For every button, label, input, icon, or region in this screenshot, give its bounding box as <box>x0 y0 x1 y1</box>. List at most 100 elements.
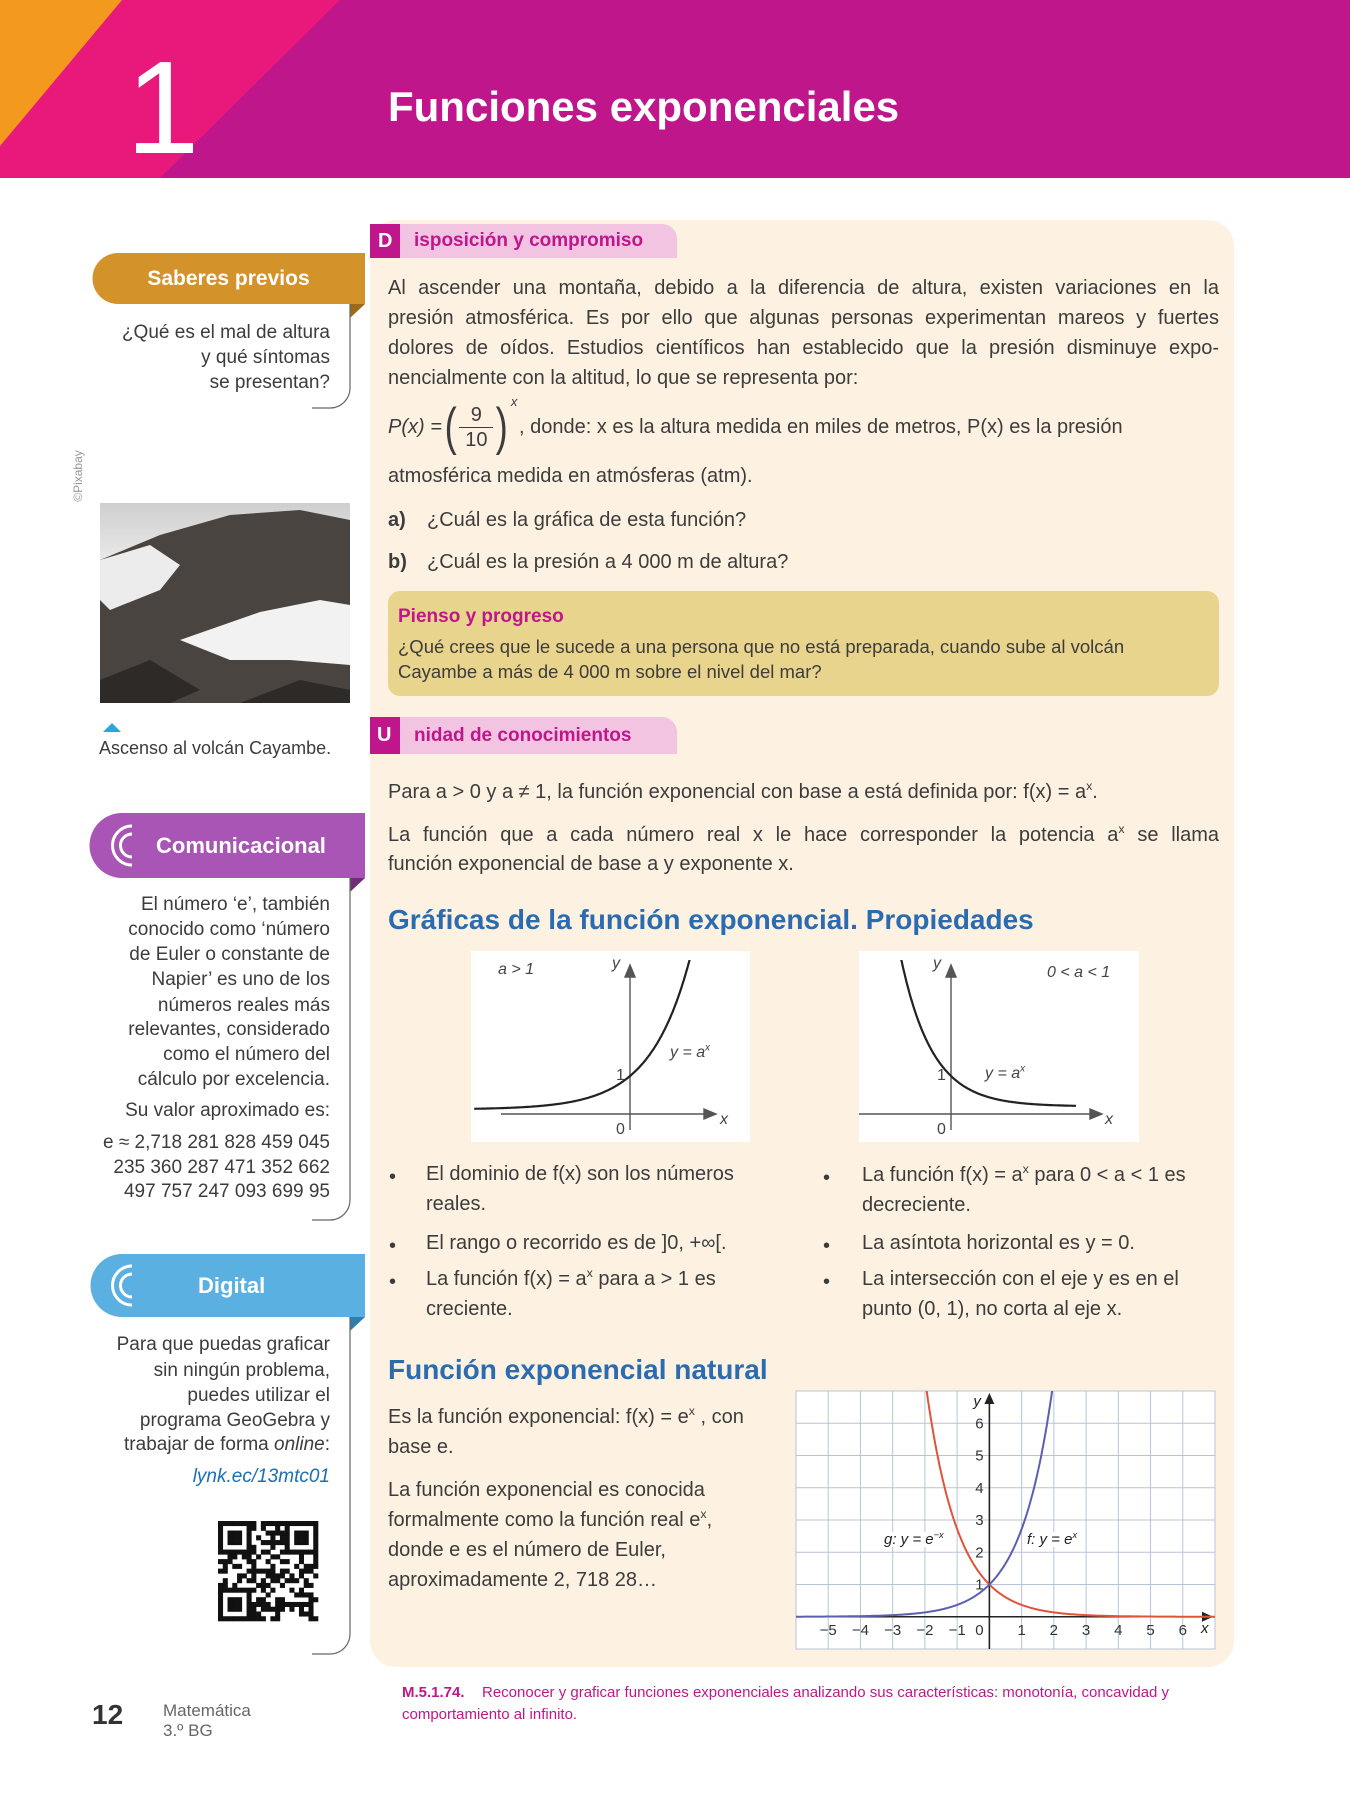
question-text: ¿Cuál es la presión a 4 000 m de altura? <box>427 551 789 573</box>
qr-module <box>279 1530 285 1536</box>
qr-module <box>218 1601 224 1608</box>
tab-icon <box>111 824 133 867</box>
qr-module <box>232 1521 238 1527</box>
qr-module <box>298 1554 305 1560</box>
chapter-number: 1 <box>126 34 200 181</box>
qr-module <box>222 1549 228 1555</box>
qr-module <box>303 1578 309 1584</box>
qr-module <box>270 1544 276 1550</box>
qr-module <box>246 1616 252 1622</box>
qr-module <box>289 1606 295 1612</box>
paragraph-line: , donde: x es la altura medida en miles … <box>519 416 1123 438</box>
qr-module <box>270 1616 276 1622</box>
qr-module <box>279 1582 285 1588</box>
qr-module <box>279 1606 285 1612</box>
qr-module <box>260 1549 266 1555</box>
qr-module <box>251 1587 257 1593</box>
pienso-text: ¿Qué crees que le sucede a una persona q… <box>398 636 1125 657</box>
qr-module <box>303 1601 309 1608</box>
qr-module <box>232 1582 238 1588</box>
qr-module <box>218 1597 224 1603</box>
paragraph-line: función exponencial de base a y exponent… <box>388 853 794 875</box>
qr-module <box>308 1616 314 1622</box>
qr-module <box>232 1601 238 1608</box>
qr-module <box>260 1525 266 1531</box>
parenthesis: ( <box>444 398 457 456</box>
x-tick-label: −1 <box>949 1622 966 1639</box>
sidebar-text: de Euler o constante de <box>129 944 330 965</box>
qr-module <box>227 1597 233 1603</box>
text-run: se llama <box>1124 824 1219 846</box>
qr-module <box>246 1521 252 1527</box>
link[interactable]: lynk.ec/13mtc01 <box>192 1466 330 1487</box>
qr-module <box>237 1549 243 1555</box>
sidebar-border <box>312 878 351 1221</box>
curve-label: y = ax <box>985 1064 1025 1082</box>
qr-module <box>260 1601 266 1608</box>
qr-module <box>256 1601 262 1608</box>
bullet: • <box>823 1167 831 1189</box>
sidebar-text: programa GeoGebra y <box>139 1410 330 1431</box>
qr-module <box>294 1540 300 1546</box>
qr-module <box>279 1535 285 1541</box>
qr-module <box>256 1554 262 1560</box>
qr-module <box>260 1578 266 1584</box>
qr-module <box>294 1563 300 1569</box>
qr-module <box>284 1544 290 1550</box>
question-label: a) <box>388 509 406 531</box>
qr-module <box>232 1616 238 1622</box>
section-heading: Gráficas de la función exponencial. Prop… <box>388 904 1034 935</box>
fraction: 9 10 <box>459 403 494 452</box>
qr-module <box>270 1540 276 1546</box>
photo-rocks <box>240 680 350 703</box>
qr-module <box>246 1544 252 1550</box>
qr-module <box>308 1568 314 1574</box>
bullet-text: La función f(x) = ax para a > 1 es creci… <box>426 1264 785 1324</box>
sidebar-tab <box>92 253 365 304</box>
qr-module <box>232 1606 238 1612</box>
qr-module <box>232 1554 238 1560</box>
qr-module <box>237 1587 243 1593</box>
superscript: x <box>1022 1161 1029 1176</box>
qr-module <box>237 1530 243 1536</box>
qr-module <box>313 1530 319 1536</box>
qr-module <box>294 1601 300 1608</box>
qr-module <box>270 1563 276 1569</box>
qr-module <box>275 1611 281 1617</box>
qr-module <box>260 1540 266 1546</box>
qr-module <box>241 1521 247 1527</box>
qr-module <box>294 1535 300 1541</box>
qr-module <box>270 1578 276 1584</box>
axis-label: x <box>720 1111 728 1128</box>
qr-module <box>251 1525 257 1531</box>
sidebar-text: trabajar de forma online: <box>124 1435 330 1454</box>
x-tick-label: 2 <box>1050 1622 1058 1639</box>
qr-module <box>241 1549 247 1555</box>
qr-module <box>303 1582 309 1588</box>
section-letter: U <box>377 724 392 746</box>
qr-code <box>218 1521 319 1622</box>
x-tick-label: 0 <box>975 1622 983 1639</box>
qr-module <box>237 1616 243 1622</box>
qr-module <box>237 1540 243 1546</box>
qr-module <box>313 1563 319 1569</box>
qr-module <box>270 1606 276 1612</box>
qr-module <box>313 1554 319 1560</box>
qr-module <box>218 1525 224 1531</box>
qr-module <box>256 1616 262 1622</box>
footer-code: M.5.1.74. <box>402 1684 465 1701</box>
axis-arrow <box>623 963 637 978</box>
bullet: • <box>823 1235 831 1257</box>
sidebar-tab-title: Digital <box>198 1273 266 1298</box>
sidebar-tab-title: Saberes previos <box>147 267 310 290</box>
qr-module <box>275 1597 281 1603</box>
denominator: 10 <box>465 428 488 451</box>
qr-module <box>222 1568 228 1574</box>
graph-case: 0 < a < 1 <box>1047 964 1111 981</box>
qr-module <box>222 1616 228 1622</box>
qr-module <box>251 1611 257 1617</box>
curve <box>925 1391 1215 1618</box>
qr-module <box>251 1578 257 1584</box>
qr-module <box>275 1530 281 1536</box>
qr-module <box>227 1540 233 1546</box>
